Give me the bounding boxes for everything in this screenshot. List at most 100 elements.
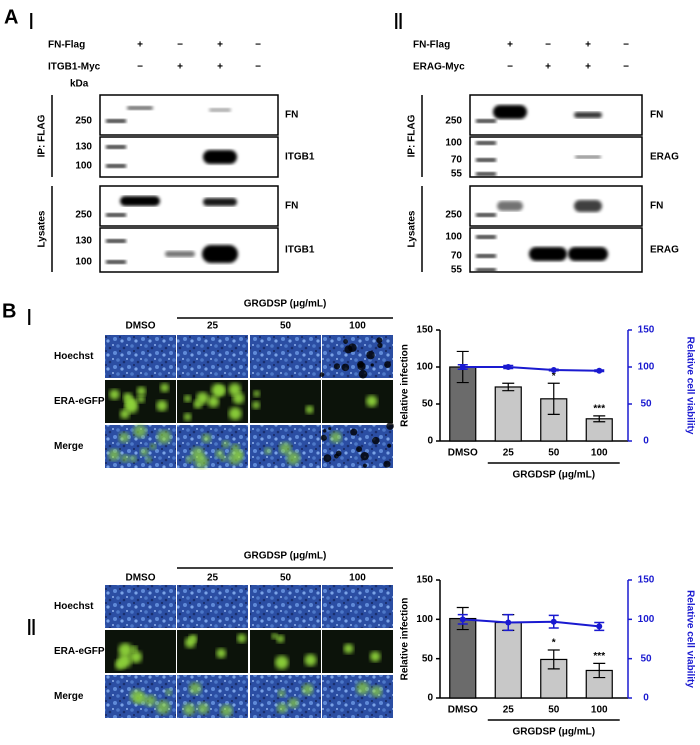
kda-marker: 70 [451,155,463,166]
ladder-band [476,254,496,258]
ladder-band [476,172,496,176]
gfp-focus [108,449,120,461]
gfp-focus [264,447,272,455]
micrograph [177,585,248,628]
row-label: ERA-eGFP [54,646,105,657]
error-bar [593,662,606,679]
gfp-focus [252,401,261,410]
gfp-focus [230,443,240,453]
gfp-focus [118,643,133,658]
dark-patch [370,363,374,367]
micrograph [250,380,321,423]
gfp-focus [160,383,170,393]
micrograph-bg [322,585,393,628]
gfp-focus [211,383,225,397]
gfp-focus [156,700,171,715]
x-tick-label: DMSO [448,448,478,459]
micrograph [322,630,393,673]
y2-axis-label: Relative cell viability [684,337,695,435]
ladder-band [476,268,496,272]
row-label: ERA-eGFP [54,396,105,407]
dark-patch [320,434,327,441]
protein-band [574,112,602,118]
micrograph-bg [322,630,393,673]
column-label: 25 [207,321,219,332]
y2-axis-label: Relative cell viability [684,590,695,688]
gfp-focus [279,442,292,455]
kda-marker: 100 [445,138,462,149]
gfp-focus [330,431,342,443]
gfp-focus [183,394,192,403]
significance: * [552,638,556,649]
condition-sign: + [507,40,513,51]
gfp-focus [109,389,120,400]
micrograph [322,585,393,628]
kda-marker: 130 [75,142,92,153]
significance: *** [593,651,605,662]
dark-patch [366,350,375,360]
condition-sign: + [177,62,183,73]
micrograph [250,630,321,673]
protein-band [120,196,160,206]
kda-marker: 250 [445,116,462,127]
dark-patch [335,450,342,457]
micrograph [105,380,176,423]
dark-patch [319,372,325,377]
protein-band [574,200,602,212]
micrograph-bg [250,335,321,378]
dark-patch [386,422,394,430]
dark-patch [328,427,332,431]
blot-target: FN [650,201,663,212]
y-tick-label: 50 [422,653,434,664]
protein-band [127,106,153,110]
ladder-band [106,213,126,217]
x-axis-label: GRGDSP (μg/mL) [512,470,595,481]
micrograph [105,424,176,468]
dark-patch [323,454,332,463]
gfp-focus [144,694,157,707]
micrograph-bg [250,585,321,628]
protein-band [497,201,523,211]
protein-band [209,108,231,112]
y-tick-label: 150 [416,575,433,586]
row-label: Merge [54,691,84,702]
y2-tick-label: 0 [643,436,649,447]
gfp-focus [301,683,314,696]
micrograph [105,335,176,378]
condition-sign: + [585,40,591,51]
line-point [550,618,557,625]
micrograph [322,675,393,718]
micrograph-bg [177,630,248,673]
panel-label: B [2,300,16,322]
line-point [596,623,603,630]
protein-band [529,247,567,261]
dark-patch [341,363,350,372]
micrograph-bg [177,335,248,378]
gfp-focus [216,648,227,659]
condition-label: FN-Flag [413,40,450,51]
condition-label: FN-Flag [48,40,85,51]
condition-label: ITGB1-Myc [48,62,101,73]
row-label: Merge [54,441,84,452]
error-bar [593,415,606,423]
micrograph [177,380,248,423]
gfp-focus [185,455,194,464]
gfp-focus [276,702,288,714]
condition-sign: − [255,62,261,73]
gfp-focus [343,643,354,654]
gfp-focus [140,447,149,457]
line-point [505,619,512,626]
y2-tick-label: 100 [638,614,655,625]
y-tick-label: 0 [427,436,433,447]
error-bar [502,382,515,392]
micrograph [177,675,248,718]
y2-tick-label: 150 [638,325,655,336]
condition-sign: − [623,40,629,51]
line-point [505,364,512,370]
gfp-focus [129,455,137,463]
gfp-focus [228,383,242,396]
protein-band [203,150,237,164]
micrograph-bg [250,380,321,423]
gfp-focus [365,395,378,407]
ladder-band [476,158,496,162]
